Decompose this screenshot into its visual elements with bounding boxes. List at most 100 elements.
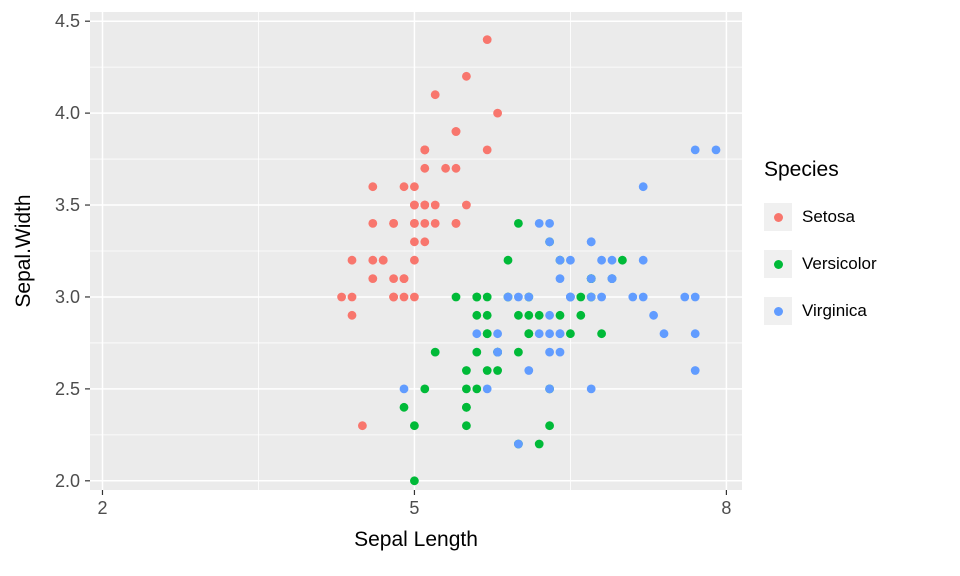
data-point — [368, 182, 378, 192]
data-point — [638, 255, 648, 265]
data-point — [410, 200, 419, 210]
data-point — [586, 292, 596, 302]
data-point — [368, 219, 378, 228]
data-point — [514, 219, 523, 228]
data-point — [545, 237, 554, 247]
legend-key — [764, 250, 792, 278]
data-point — [347, 292, 357, 302]
data-point — [462, 366, 471, 375]
x-tick-label: 2 — [97, 498, 107, 518]
data-point — [680, 292, 690, 302]
data-point — [690, 366, 700, 375]
data-point — [597, 329, 606, 339]
data-point — [534, 219, 544, 228]
data-point — [368, 255, 378, 265]
data-point — [482, 329, 492, 339]
data-point — [482, 145, 492, 155]
data-point — [534, 329, 544, 339]
data-point — [389, 292, 398, 302]
data-point — [534, 439, 544, 449]
data-point — [524, 310, 534, 320]
data-point — [524, 366, 534, 375]
legend-items: Setosa Versicolor Virginica — [764, 202, 956, 326]
data-point — [482, 366, 492, 375]
data-point — [410, 421, 419, 431]
data-point — [482, 384, 492, 394]
data-point — [420, 163, 430, 173]
legend-title: Species — [764, 158, 839, 181]
data-point — [441, 163, 450, 173]
data-point — [451, 292, 461, 302]
x-axis-ticks: 2 5 8 — [97, 490, 731, 518]
data-point — [399, 384, 409, 394]
data-point — [503, 292, 513, 302]
data-point — [534, 310, 544, 320]
data-point — [555, 310, 565, 320]
data-point — [430, 90, 440, 100]
data-point — [597, 255, 606, 265]
data-point — [410, 237, 419, 247]
data-point — [566, 255, 575, 265]
data-point — [410, 292, 419, 302]
data-point — [420, 219, 430, 228]
data-point — [524, 292, 534, 302]
legend-point-icon — [773, 306, 783, 316]
data-point — [389, 219, 398, 228]
data-point — [597, 292, 606, 302]
data-point — [555, 255, 565, 265]
data-point — [638, 182, 648, 192]
data-point — [410, 476, 419, 486]
data-point — [690, 145, 700, 155]
x-axis-title: Sepal Length — [354, 528, 478, 551]
data-point — [493, 329, 502, 339]
data-point — [545, 310, 554, 320]
data-point — [462, 200, 471, 210]
data-point — [451, 219, 461, 228]
data-point — [420, 237, 430, 247]
data-point — [462, 384, 471, 394]
data-point — [493, 108, 502, 118]
legend-item-versicolor: Versicolor — [764, 249, 956, 279]
data-point — [514, 347, 523, 357]
data-point — [607, 274, 617, 283]
data-point — [462, 402, 471, 412]
data-point — [628, 292, 638, 302]
data-point — [566, 292, 575, 302]
data-point — [368, 274, 378, 283]
data-point — [462, 71, 471, 81]
data-point — [451, 127, 461, 136]
x-tick-label: 5 — [409, 498, 419, 518]
data-point — [399, 402, 409, 412]
data-point — [586, 384, 596, 394]
y-tick-label: 2.0 — [55, 471, 80, 491]
y-tick-label: 4.5 — [55, 11, 80, 31]
data-point — [545, 384, 554, 394]
data-point — [451, 163, 461, 173]
data-point — [545, 421, 554, 431]
data-point — [555, 347, 565, 357]
y-tick-label: 2.5 — [55, 379, 80, 399]
data-point — [420, 145, 430, 155]
data-point — [472, 310, 482, 320]
data-point — [586, 274, 596, 283]
data-point — [430, 347, 440, 357]
points-setosa — [337, 35, 502, 431]
data-point — [420, 200, 430, 210]
points-virginica — [399, 145, 721, 449]
data-point — [576, 310, 586, 320]
data-point — [493, 366, 502, 375]
data-point — [347, 310, 357, 320]
data-point — [493, 347, 502, 357]
data-point — [399, 274, 409, 283]
x-tick-label: 8 — [721, 498, 731, 518]
data-point — [586, 237, 596, 247]
data-point — [514, 310, 523, 320]
data-point — [472, 329, 482, 339]
data-point — [545, 329, 554, 339]
legend: Species Setosa Versicolor Virginica — [764, 158, 956, 343]
data-point — [462, 421, 471, 431]
data-point — [410, 255, 419, 265]
y-tick-label: 3.5 — [55, 195, 80, 215]
data-point — [482, 292, 492, 302]
